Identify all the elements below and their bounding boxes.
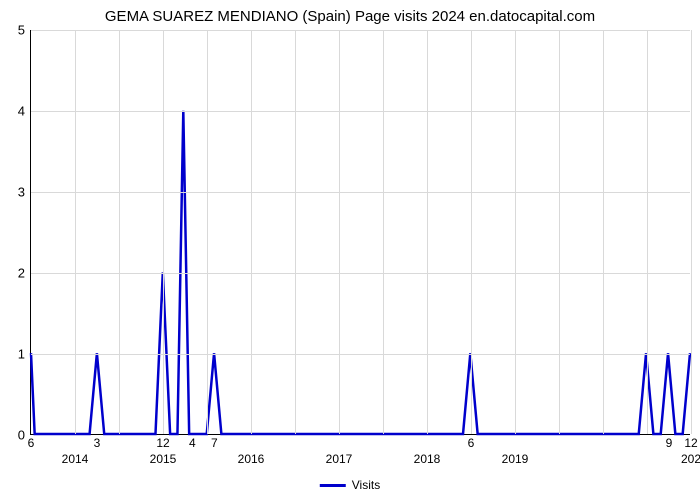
grid-line: [207, 30, 208, 434]
grid-line: [31, 273, 690, 274]
grid-line: [603, 30, 604, 434]
grid-line: [163, 30, 164, 434]
grid-line: [295, 30, 296, 434]
grid-line: [691, 30, 692, 434]
grid-line: [31, 111, 690, 112]
x-year-label: 2016: [238, 434, 265, 466]
grid-line: [515, 30, 516, 434]
x-tick-label: 7: [211, 434, 218, 450]
chart-line-layer: [31, 30, 690, 434]
y-tick-label: 4: [18, 104, 31, 119]
x-year-label: 2015: [150, 434, 177, 466]
y-tick-label: 5: [18, 23, 31, 38]
y-tick-label: 2: [18, 266, 31, 281]
grid-line: [75, 30, 76, 434]
y-tick-label: 1: [18, 347, 31, 362]
grid-line: [119, 30, 120, 434]
grid-line: [31, 30, 690, 31]
x-tick-label: 6: [28, 434, 35, 450]
grid-line: [471, 30, 472, 434]
chart-legend: Visits: [320, 478, 380, 492]
x-tick-label: 4: [189, 434, 196, 450]
x-year-label: 2019: [502, 434, 529, 466]
grid-line: [31, 354, 690, 355]
x-tick-label: 3: [94, 434, 101, 450]
x-tick-label: 9: [666, 434, 673, 450]
plot-area: 0123456312476912201420152016201720182019…: [30, 30, 690, 435]
chart-title: GEMA SUAREZ MENDIANO (Spain) Page visits…: [0, 8, 700, 25]
x-year-label: 2017: [326, 434, 353, 466]
grid-line: [251, 30, 252, 434]
x-year-label: 202: [681, 434, 700, 466]
grid-line: [31, 192, 690, 193]
x-year-label: 2018: [414, 434, 441, 466]
y-tick-label: 3: [18, 185, 31, 200]
grid-line: [647, 30, 648, 434]
line-chart: GEMA SUAREZ MENDIANO (Spain) Page visits…: [0, 0, 700, 500]
legend-swatch: [320, 484, 346, 487]
grid-line: [559, 30, 560, 434]
legend-label: Visits: [352, 478, 380, 492]
x-tick-label: 6: [468, 434, 475, 450]
grid-line: [383, 30, 384, 434]
grid-line: [339, 30, 340, 434]
x-year-label: 2014: [62, 434, 89, 466]
grid-line: [427, 30, 428, 434]
